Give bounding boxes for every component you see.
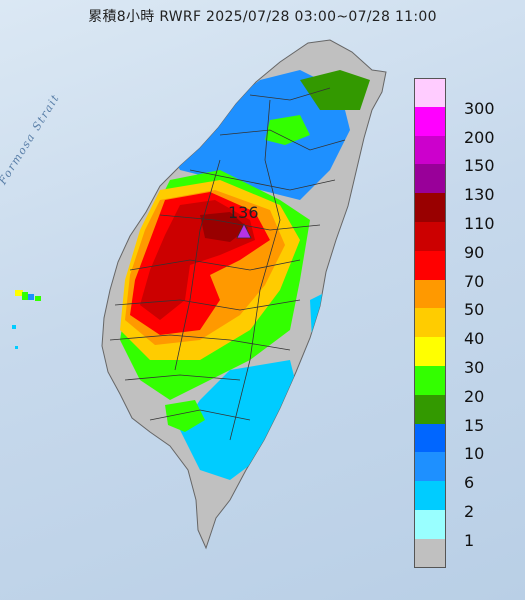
legend-swatch [414, 394, 446, 424]
rainfall-legend: 300 200 150 130 110 90 70 50 40 30 20 15 10 6 2 1 [414, 78, 504, 568]
legend-label: 30 [464, 358, 485, 377]
peak-marker-icon [236, 223, 252, 239]
legend-label: 130 [464, 185, 495, 205]
legend-label: 1 [464, 530, 475, 550]
legend-label: 50 [464, 300, 485, 320]
legend-swatch [414, 222, 446, 251]
legend-swatch [414, 250, 446, 280]
legend-swatch [414, 106, 446, 136]
peak-value: 136 [228, 203, 259, 222]
legend-label: 200 [464, 127, 495, 147]
legend-swatch [414, 366, 446, 395]
legend-label: 20 [464, 386, 485, 406]
offshore-rain-cells [12, 290, 41, 349]
legend-label: 90 [464, 242, 485, 262]
legend-label: 40 [464, 329, 485, 349]
legend-swatch [414, 78, 446, 107]
legend-label: 70 [464, 271, 485, 291]
legend-label: 150 [464, 156, 495, 176]
legend-label: 110 [464, 214, 495, 233]
legend-swatch [414, 308, 446, 338]
legend-label: 15 [464, 415, 485, 435]
legend-swatch [414, 510, 446, 539]
legend-swatch [414, 164, 446, 194]
legend-swatch [414, 423, 446, 453]
rain-zone-dark-green [300, 70, 370, 110]
legend-label: 6 [464, 473, 475, 493]
legend-swatch [414, 481, 446, 510]
legend-label: 2 [464, 502, 475, 521]
legend-swatch [414, 279, 446, 309]
map-title: 累積8小時 RWRF 2025/07/28 03:00~07/28 11:00 [88, 9, 437, 25]
rain-zone-green-north [265, 115, 310, 145]
county-boundaries [109, 87, 346, 441]
rain-zone-green-south [165, 400, 205, 432]
legend-swatch [414, 337, 446, 366]
legend-swatch [414, 538, 446, 568]
legend-swatch [414, 135, 446, 165]
legend-swatch [414, 193, 446, 222]
legend-swatch [414, 452, 446, 482]
legend-label: 10 [464, 444, 485, 464]
rain-zone-blue [170, 70, 350, 200]
legend-label: 300 [464, 98, 495, 118]
